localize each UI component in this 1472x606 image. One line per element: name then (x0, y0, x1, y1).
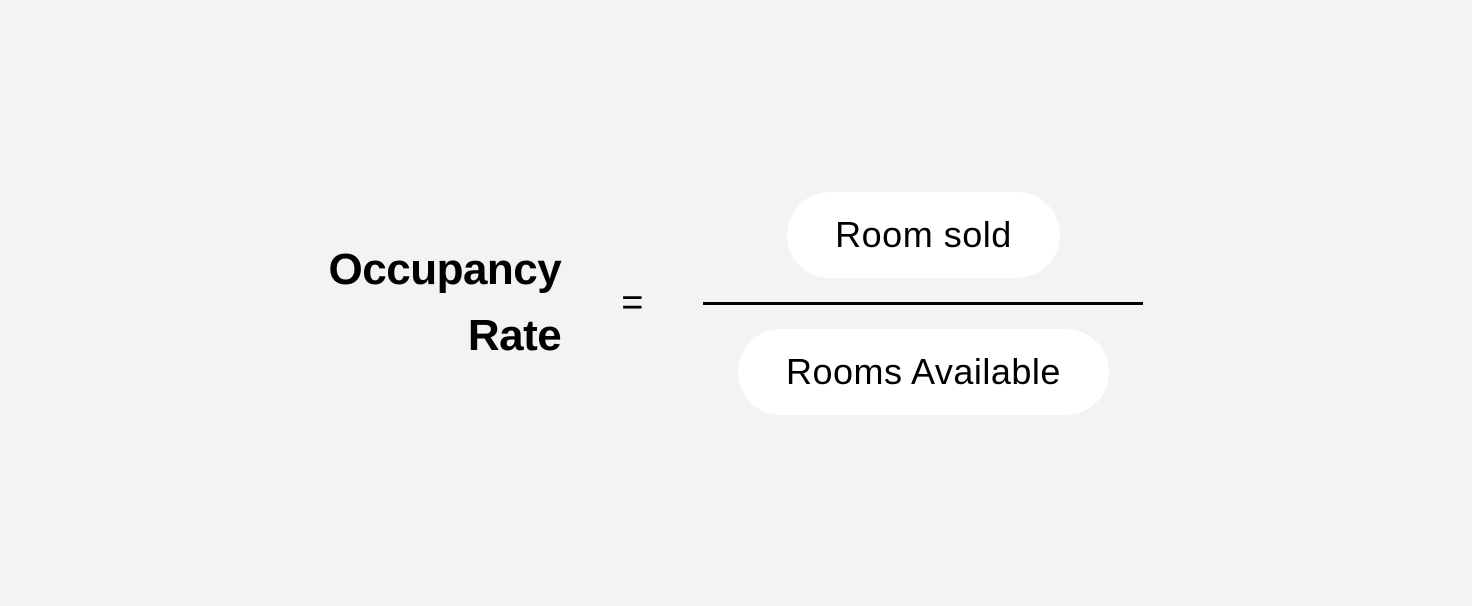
numerator-pill: Room sold (787, 192, 1060, 278)
formula-label: Occupancy Rate (329, 237, 562, 369)
formula-container: Occupancy Rate = Room sold Rooms Availab… (329, 192, 1144, 415)
fraction-line (703, 302, 1143, 305)
formula-label-line1: Occupancy (329, 237, 562, 303)
fraction: Room sold Rooms Available (703, 192, 1143, 415)
equals-sign: = (621, 282, 643, 325)
denominator-pill: Rooms Available (738, 329, 1109, 415)
formula-label-line2: Rate (329, 303, 562, 369)
